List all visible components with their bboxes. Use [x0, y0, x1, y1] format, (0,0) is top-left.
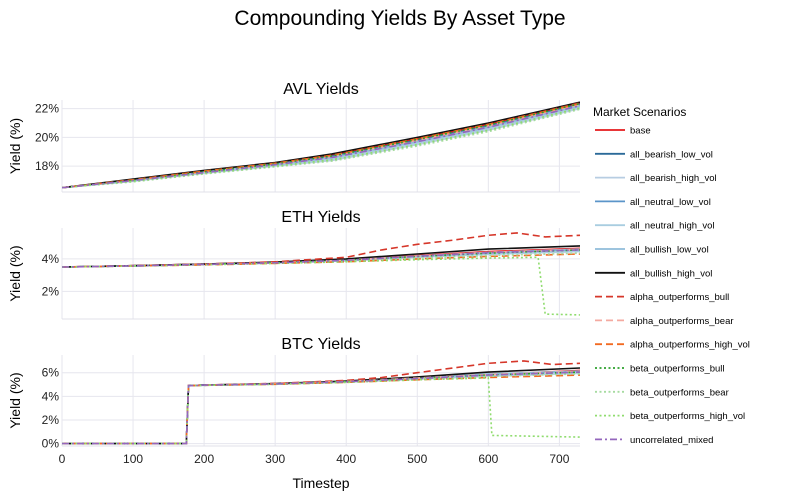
- subplot-2: 2% 4% ETH Yields Yield (%): [7, 209, 580, 320]
- legend-label: all_neutral_high_vol: [630, 221, 715, 232]
- y-tick-label: 20%: [35, 130, 59, 144]
- legend-item: uncorrelated_mixed: [595, 435, 713, 446]
- series-line-beta_outperforms_bear: [62, 373, 580, 445]
- legend-label: all_neutral_low_vol: [630, 197, 711, 208]
- subplot-1: 18% 20% 22% AVL Yields Yield (%): [7, 81, 580, 193]
- legend-item: all_bearish_low_vol: [595, 149, 713, 160]
- y-axis-label: Yield (%): [7, 245, 23, 301]
- legend-label: all_bearish_high_vol: [630, 173, 717, 184]
- x-tick-label: 500: [407, 452, 427, 466]
- series-line-all_bullish_high_vol: [62, 367, 580, 445]
- legend-item: alpha_outperforms_high_vol: [595, 340, 750, 351]
- series-line-beta_outperforms_high_vol: [62, 377, 580, 445]
- series-line-alpha_outperforms_bear: [62, 103, 580, 189]
- series-line-all_neutral_low_vol: [62, 104, 580, 189]
- legend-item: beta_outperforms_high_vol: [595, 411, 745, 422]
- legend-label: alpha_outperforms_bull: [630, 292, 729, 303]
- legend: Market Scenarios base all_bearish_low_vol…: [593, 105, 750, 446]
- y-tick-label: 2%: [42, 413, 60, 427]
- y-tick-label: 4%: [42, 252, 60, 266]
- legend-item: all_bullish_low_vol: [595, 245, 709, 256]
- x-tick-label: 100: [123, 452, 143, 466]
- legend-item: all_neutral_low_vol: [595, 197, 711, 208]
- series-line-beta_outperforms_high_vol: [62, 256, 580, 316]
- legend-label: all_bullish_high_vol: [630, 268, 712, 279]
- legend-item: alpha_outperforms_bull: [595, 292, 729, 303]
- series-line-all_bullish_high_vol: [62, 101, 580, 189]
- legend-item: all_neutral_high_vol: [595, 221, 715, 232]
- subplot-title: AVL Yields: [283, 81, 359, 98]
- subplot-title: BTC Yields: [281, 336, 360, 353]
- series-line-uncorrelated_mixed: [62, 105, 580, 189]
- x-tick-label: 200: [194, 452, 214, 466]
- legend-label: beta_outperforms_bear: [630, 387, 729, 398]
- subplot-title: ETH Yields: [281, 209, 360, 226]
- legend-item: alpha_outperforms_bear: [595, 316, 734, 327]
- legend-label: alpha_outperforms_bear: [630, 316, 734, 327]
- series-line-alpha_outperforms_bull: [62, 102, 580, 189]
- x-axis-label: Timestep: [292, 475, 349, 491]
- y-axis-label: Yield (%): [7, 372, 23, 428]
- x-tick-label: 0: [59, 452, 66, 466]
- x-tick-label: 300: [265, 452, 285, 466]
- subplots: 18% 20% 22% AVL Yields Yield (%) 2% 4% ETH Yiel…: [7, 81, 580, 466]
- x-tick-label: 400: [336, 452, 356, 466]
- legend-label: beta_outperforms_bull: [630, 364, 725, 375]
- legend-item: beta_outperforms_bear: [595, 387, 729, 398]
- series-line-all_bearish_low_vol: [62, 103, 580, 189]
- legend-label: alpha_outperforms_high_vol: [630, 340, 750, 351]
- legend-item: base: [595, 126, 651, 137]
- legend-item: beta_outperforms_bull: [595, 364, 725, 375]
- legend-label: beta_outperforms_high_vol: [630, 411, 745, 422]
- series-line-all_bullish_low_vol: [62, 105, 580, 189]
- y-tick-label: 18%: [35, 159, 59, 173]
- legend-item: all_bullish_high_vol: [595, 268, 712, 279]
- y-tick-label: 0%: [42, 437, 60, 451]
- series-line-alpha_outperforms_high_vol: [62, 102, 580, 189]
- legend-title: Market Scenarios: [593, 105, 686, 119]
- legend-label: base: [630, 126, 651, 137]
- series-line-base: [62, 102, 580, 189]
- y-tick-label: 4%: [42, 389, 60, 403]
- legend-item: all_bearish_high_vol: [595, 173, 717, 184]
- series-line-beta_outperforms_bull: [62, 102, 580, 189]
- legend-label: all_bullish_low_vol: [630, 245, 709, 256]
- legend-label: all_bearish_low_vol: [630, 149, 713, 160]
- chart-title: Compounding Yields By Asset Type: [234, 7, 565, 30]
- x-tick-label: 700: [549, 452, 569, 466]
- legend-label: uncorrelated_mixed: [630, 435, 713, 446]
- y-tick-label: 2%: [42, 284, 60, 298]
- y-tick-label: 22%: [35, 102, 59, 116]
- y-tick-label: 6%: [42, 366, 60, 380]
- y-axis-label: Yield (%): [7, 118, 23, 174]
- series-line-alpha_outperforms_high_vol: [62, 374, 580, 445]
- x-tick-label: 600: [478, 452, 498, 466]
- subplot-3: 0% 2% 4% 6% BTC Yields Yield (%): [7, 336, 580, 451]
